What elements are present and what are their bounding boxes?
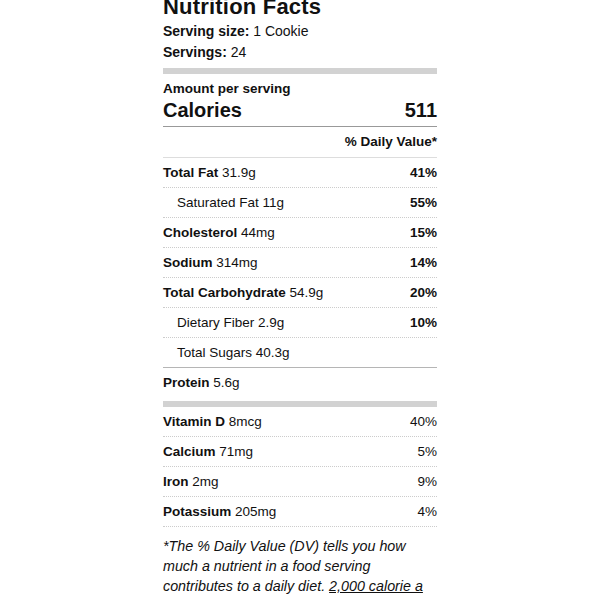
nutrient-row: Protein 5.6g xyxy=(163,367,437,397)
nutrient-row: Potassium 205mg 4% xyxy=(163,496,437,526)
nutrient-row: Saturated Fat 11g 55% xyxy=(163,187,437,217)
nutrient-row: Iron 2mg 9% xyxy=(163,466,437,496)
serving-size-line: Serving size: 1 Cookie xyxy=(163,23,437,39)
nutrient-row: Vitamin D 8mcg 40% xyxy=(163,407,437,436)
micronutrient-rows: Vitamin D 8mcg 40% Calcium 71mg 5% Iron 2mg 9… xyxy=(163,407,437,527)
daily-value-percent: 41% xyxy=(410,165,437,181)
nutrient-row: Total Fat 31.9g 41% xyxy=(163,158,437,187)
calories-label: Calories xyxy=(163,99,242,121)
nutrient-name-amount: Total Fat 31.9g xyxy=(163,165,256,181)
nutrient-row: Total Sugars 40.3g xyxy=(163,337,437,367)
label-title: Nutrition Facts xyxy=(163,0,437,18)
nutrient-name: Dietary Fiber xyxy=(177,315,254,330)
nutrient-name-amount: Sodium 314mg xyxy=(163,255,258,271)
calories-value: 511 xyxy=(405,99,437,121)
daily-value-percent: 5% xyxy=(417,444,437,460)
daily-value-percent: 10% xyxy=(410,315,437,331)
nutrient-name-amount: Vitamin D 8mcg xyxy=(163,414,262,430)
daily-value-percent: 9% xyxy=(417,474,437,490)
nutrient-name: Sodium xyxy=(163,255,213,270)
daily-value-percent: 4% xyxy=(417,504,437,520)
nutrition-facts-label: Nutrition Facts Serving size: 1 Cookie S… xyxy=(163,0,437,600)
daily-value-percent: 14% xyxy=(410,255,437,271)
nutrient-row: Cholesterol 44mg 15% xyxy=(163,217,437,247)
nutrient-name-amount: Protein 5.6g xyxy=(163,375,240,391)
nutrient-name-amount: Iron 2mg xyxy=(163,474,219,490)
nutrient-name: Vitamin D xyxy=(163,414,225,429)
servings-label: Servings: xyxy=(163,44,227,60)
daily-value-percent: 15% xyxy=(410,225,437,241)
nutrient-name-amount: Cholesterol 44mg xyxy=(163,225,275,241)
nutrient-name: Total Carbohydrate xyxy=(163,285,286,300)
daily-value-percent: 20% xyxy=(410,285,437,301)
nutrient-name: Protein xyxy=(163,375,210,390)
nutrient-name-amount: Potassium 205mg xyxy=(163,504,276,520)
serving-size-label: Serving size: xyxy=(163,23,249,39)
nutrient-name: Saturated Fat xyxy=(177,195,259,210)
servings-value: 24 xyxy=(231,44,247,60)
serving-size-value: 1 Cookie xyxy=(253,23,308,39)
nutrient-name-amount: Dietary Fiber 2.9g xyxy=(163,315,284,331)
nutrient-name-amount: Total Carbohydrate 54.9g xyxy=(163,285,323,301)
nutrient-name-amount: Total Sugars 40.3g xyxy=(163,345,290,361)
nutrient-name: Calcium xyxy=(163,444,216,459)
calories-row: Calories 511 xyxy=(163,99,437,127)
amount-per-serving-label: Amount per serving xyxy=(163,81,437,97)
daily-value-percent: 40% xyxy=(410,414,437,430)
nutrient-row: Total Carbohydrate 54.9g 20% xyxy=(163,277,437,307)
daily-value-header: % Daily Value* xyxy=(163,127,437,158)
nutrient-name: Total Fat xyxy=(163,165,218,180)
daily-value-percent: 55% xyxy=(410,195,437,211)
servings-line: Servings: 24 xyxy=(163,44,437,60)
nutrient-name: Iron xyxy=(163,474,189,489)
nutrient-row: Sodium 314mg 14% xyxy=(163,247,437,277)
nutrient-rows: Total Fat 31.9g 41% Saturated Fat 11g 55% Ch… xyxy=(163,158,437,397)
nutrient-name-amount: Calcium 71mg xyxy=(163,444,253,460)
section-divider-bar xyxy=(163,68,437,74)
nutrient-row: Calcium 71mg 5% xyxy=(163,436,437,466)
nutrient-name-amount: Saturated Fat 11g xyxy=(163,195,284,211)
daily-value-footnote: *The % Daily Value (DV) tells you how mu… xyxy=(163,536,437,600)
nutrient-name: Cholesterol xyxy=(163,225,237,240)
nutrient-name: Potassium xyxy=(163,504,231,519)
nutrient-name: Total Sugars xyxy=(177,345,252,360)
nutrient-row: Dietary Fiber 2.9g 10% xyxy=(163,307,437,337)
